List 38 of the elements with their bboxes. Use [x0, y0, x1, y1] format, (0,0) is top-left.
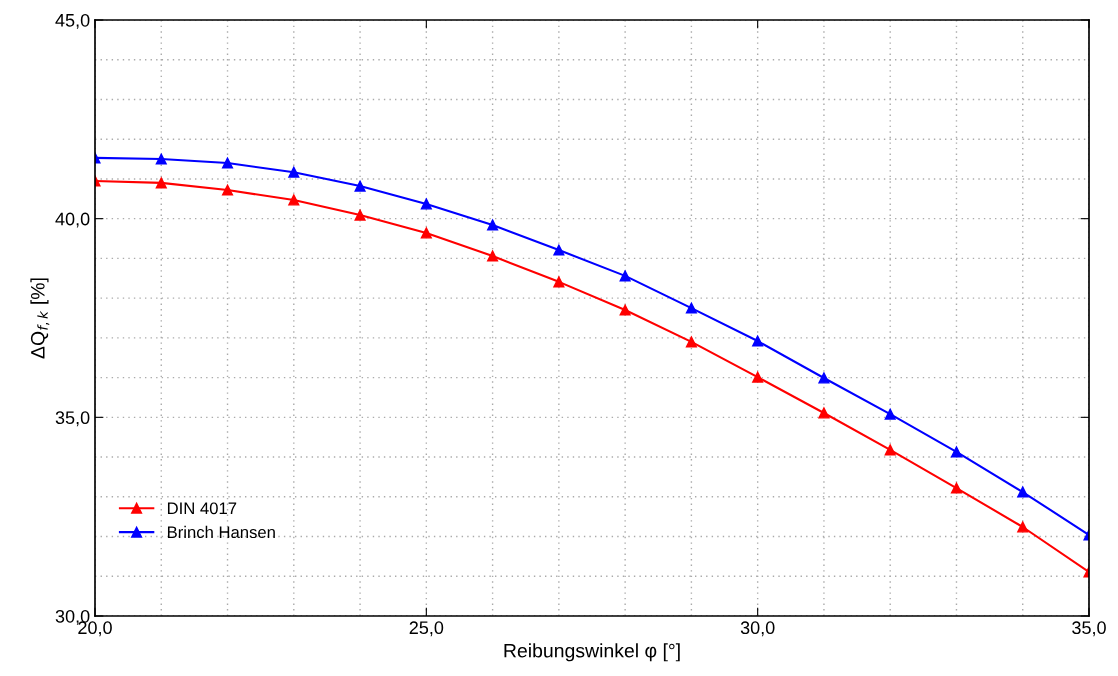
legend-label: DIN 4017: [167, 502, 237, 515]
x-tick-label: 30,0: [740, 621, 775, 637]
y-tick-label: 45,0: [55, 13, 90, 29]
point: [884, 444, 896, 456]
point: [288, 166, 300, 178]
x-tick-label: 25,0: [409, 621, 444, 637]
point: [619, 270, 631, 282]
y-tick-label: 40,0: [55, 212, 90, 228]
point: [553, 244, 565, 256]
point: [288, 194, 300, 206]
y-axis-title: ΔQ$_{f,k}$ [%]: [30, 278, 50, 359]
x-tick-label: 35,0: [1072, 621, 1106, 637]
point: [685, 302, 697, 314]
point: [354, 180, 366, 192]
point: [950, 482, 963, 494]
point: [221, 184, 234, 196]
point: [950, 446, 963, 458]
point: [1017, 521, 1029, 533]
point: [619, 304, 631, 316]
point: [685, 336, 697, 348]
point: [818, 372, 830, 384]
x-axis-title: Reibungswinkel φ [°]: [504, 643, 680, 662]
point: [155, 177, 167, 189]
point: [553, 276, 565, 288]
point: [818, 407, 830, 419]
point: [155, 153, 167, 165]
point: [1017, 486, 1029, 498]
point: [420, 198, 432, 210]
point: [752, 335, 764, 347]
point: [752, 371, 764, 383]
y-tick-label: 35,0: [55, 411, 90, 427]
point: [884, 408, 896, 420]
point: [354, 209, 366, 221]
point: [420, 227, 432, 239]
point: [487, 219, 499, 231]
point: [221, 157, 234, 169]
legend-label: Brinch Hansen: [167, 525, 275, 539]
point: [487, 250, 499, 262]
